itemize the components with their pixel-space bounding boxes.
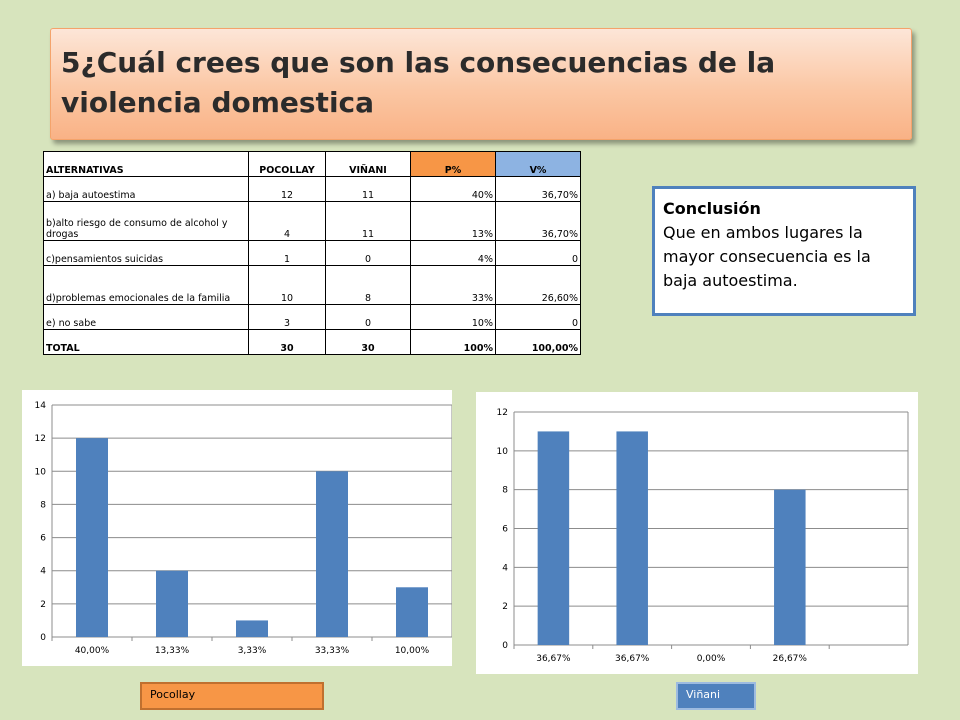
pocollay-y-tick-label: 2 — [40, 600, 46, 610]
cell-v-percent: 36,70% — [495, 176, 581, 202]
legend-vinani: Viñani — [676, 682, 756, 710]
header-p-percent: P% — [410, 151, 496, 177]
vinani-bar — [537, 431, 570, 645]
pocollay-x-tick-label: 33,33% — [315, 646, 350, 656]
cell-p-percent: 13% — [410, 201, 496, 241]
vinani-x-tick-label: 0,00% — [697, 654, 726, 664]
pocollay-bar — [316, 471, 348, 637]
vinani-y-tick-label: 10 — [497, 447, 509, 457]
page-title: 5¿Cuál crees que son las consecuencias d… — [61, 46, 776, 119]
cell-p-percent: 100% — [410, 329, 496, 355]
cell-vinani: 0 — [325, 304, 411, 330]
cell-alternative: TOTAL — [43, 329, 249, 355]
cell-vinani: 8 — [325, 265, 411, 305]
results-table: ALTERNATIVAS POCOLLAY VIÑANI P% V% a) ba… — [43, 151, 581, 355]
table-row: e) no sabe 3 0 10% 0 — [43, 304, 581, 330]
pocollay-y-tick-label: 0 — [40, 633, 46, 643]
pocollay-y-tick-label: 12 — [35, 434, 46, 444]
cell-alternative: b)alto riesgo de consumo de alcohol y dr… — [43, 201, 249, 241]
pocollay-bar — [236, 620, 268, 637]
table-row: b)alto riesgo de consumo de alcohol y dr… — [43, 201, 581, 241]
cell-v-percent: 0 — [495, 304, 581, 330]
cell-alternative: e) no sabe — [43, 304, 249, 330]
cell-v-percent: 100,00% — [495, 329, 581, 355]
cell-alternative: d)problemas emocionales de la familia — [43, 265, 249, 305]
pocollay-y-tick-label: 14 — [35, 401, 47, 411]
cell-alternative: a) baja autoestima — [43, 176, 249, 202]
pocollay-x-tick-label: 40,00% — [75, 646, 110, 656]
cell-v-percent: 36,70% — [495, 201, 581, 241]
cell-p-percent: 40% — [410, 176, 496, 202]
vinani-y-tick-label: 0 — [502, 641, 508, 651]
cell-pocollay: 4 — [248, 201, 326, 241]
cell-p-percent: 4% — [410, 240, 496, 266]
legend-pocollay: Pocollay — [140, 682, 324, 710]
cell-p-percent: 10% — [410, 304, 496, 330]
pocollay-y-tick-label: 10 — [35, 467, 47, 477]
cell-pocollay: 3 — [248, 304, 326, 330]
table-header-row: ALTERNATIVAS POCOLLAY VIÑANI P% V% — [43, 151, 581, 177]
cell-v-percent: 26,60% — [495, 265, 581, 305]
vinani-chart-svg: 0 2 4 6 8 10 12 36,67% 36,67% 0,00% 26,67% — [497, 408, 909, 664]
pocollay-chart-svg: 0 2 4 6 8 10 12 14 40,00% 13,33% 3,33% 33,33% 10,00% — [35, 401, 453, 656]
pocollay-chart: 0 2 4 6 8 10 12 14 40,00% 13,33% 3,33% 33,33% 10,00% — [22, 390, 453, 666]
cell-pocollay: 12 — [248, 176, 326, 202]
vinani-x-tick-label: 36,67% — [615, 654, 650, 664]
table-row: a) baja autoestima 12 11 40% 36,70% — [43, 176, 581, 202]
vinani-bar — [774, 489, 806, 645]
cell-vinani: 30 — [325, 329, 411, 355]
header-alternativas: ALTERNATIVAS — [43, 151, 249, 177]
header-v-percent: V% — [495, 151, 581, 177]
pocollay-y-tick-label: 6 — [40, 534, 46, 544]
vinani-y-tick-label: 6 — [502, 525, 508, 535]
vinani-x-tick-label: 36,67% — [536, 654, 571, 664]
vinani-y-tick-label: 8 — [502, 486, 508, 496]
pocollay-x-tick-label: 13,33% — [155, 646, 190, 656]
cell-vinani: 11 — [325, 201, 411, 241]
pocollay-bar — [76, 438, 108, 637]
cell-pocollay: 10 — [248, 265, 326, 305]
pocollay-x-tick-label: 3,33% — [238, 646, 267, 656]
pocollay-bar — [156, 570, 188, 637]
pocollay-y-tick-label: 8 — [40, 500, 46, 510]
cell-pocollay: 1 — [248, 240, 326, 266]
vinani-y-tick-label: 4 — [502, 563, 508, 573]
table-row: c)pensamientos suicidas 1 0 4% 0 — [43, 240, 581, 266]
vinani-bar — [616, 431, 648, 645]
vinani-chart: 0 2 4 6 8 10 12 36,67% 36,67% 0,00% 26,67% — [476, 392, 918, 674]
cell-v-percent: 0 — [495, 240, 581, 266]
pocollay-bar — [396, 587, 428, 637]
cell-p-percent: 33% — [410, 265, 496, 305]
vinani-x-tick-label: 26,67% — [773, 654, 808, 664]
table-total-row: TOTAL 30 30 100% 100,00% — [43, 329, 581, 355]
cell-vinani: 11 — [325, 176, 411, 202]
table-row: d)problemas emocionales de la familia 10… — [43, 265, 581, 305]
cell-pocollay: 30 — [248, 329, 326, 355]
conclusion-heading: Conclusión — [663, 199, 761, 218]
pocollay-y-tick-label: 4 — [40, 567, 46, 577]
pocollay-x-tick-label: 10,00% — [395, 646, 430, 656]
conclusion-text: Que en ambos lugares la mayor consecuenc… — [663, 223, 871, 290]
vinani-y-tick-label: 2 — [502, 602, 508, 612]
vinani-y-tick-label: 12 — [497, 408, 508, 418]
header-vinani: VIÑANI — [325, 151, 411, 177]
conclusion-box: Conclusión Que en ambos lugares la mayor… — [652, 186, 916, 316]
title-banner: 5¿Cuál crees que son las consecuencias d… — [50, 28, 912, 140]
cell-vinani: 0 — [325, 240, 411, 266]
cell-alternative: c)pensamientos suicidas — [43, 240, 249, 266]
header-pocollay: POCOLLAY — [248, 151, 326, 177]
